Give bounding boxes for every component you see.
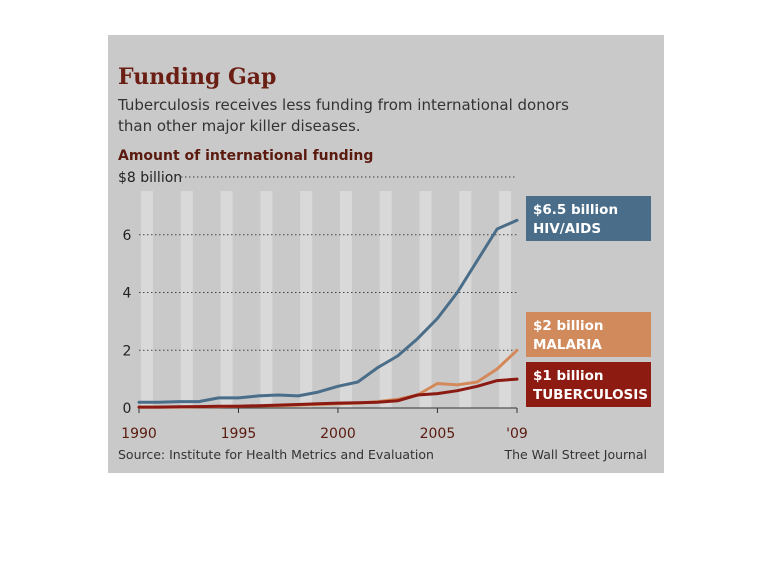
y-tick-label: 0	[123, 401, 132, 417]
year-stripe	[499, 191, 512, 408]
series-line-tuberculosis	[137, 377, 519, 409]
end-label-box-malaria	[526, 312, 651, 357]
end-label-box-tuberculosis	[526, 362, 651, 407]
x-tick-label: 1990	[121, 426, 157, 442]
x-tick-labels: 1990 1995 2000 2005 '09	[121, 408, 528, 442]
x-tick-label: 2000	[320, 426, 356, 442]
y-tick-label: 2	[123, 343, 132, 359]
chart-subtitle-line-2: than other major killer diseases.	[118, 117, 361, 135]
year-stripe	[459, 191, 472, 408]
end-label-value-hiv-aids: $6.5 billion	[533, 202, 618, 218]
chart-title: Funding Gap	[118, 64, 276, 90]
chart-subtitle-line-1: Tuberculosis receives less funding from …	[117, 96, 569, 114]
x-tick-label: '09	[506, 426, 528, 442]
year-stripe	[220, 191, 233, 408]
series-end-labels: $6.5 billion HIV/AIDS $2 billion MALARIA $1 …	[526, 196, 651, 407]
year-stripe	[180, 191, 193, 408]
end-label-value-tuberculosis: $1 billion	[533, 368, 604, 384]
source-note: Source: Institute for Health Metrics and…	[118, 447, 434, 462]
end-label-name-malaria: MALARIA	[533, 337, 602, 353]
year-stripe	[141, 191, 153, 408]
series-line-hiv-aids	[137, 218, 519, 404]
series-lines	[137, 218, 519, 409]
end-label-name-hiv-aids: HIV/AIDS	[533, 221, 601, 237]
year-stripe	[339, 191, 352, 408]
end-label-name-tuberculosis: TUBERCULOSIS	[533, 387, 648, 403]
y-tick-labels: 0 2 4 6	[123, 228, 132, 417]
y-tick-label: 6	[123, 228, 132, 244]
x-tick-label: 2005	[420, 426, 456, 442]
y-tick-top: $8 billion	[118, 170, 182, 186]
publisher-credit: The Wall Street Journal	[503, 447, 647, 462]
year-stripe	[300, 191, 313, 408]
x-tick-label: 1995	[221, 426, 257, 442]
year-stripe	[419, 191, 432, 408]
year-stripe	[379, 191, 392, 408]
end-label-box-hiv-aids	[526, 196, 651, 241]
y-tick-label: 4	[123, 286, 132, 302]
end-label-value-malaria: $2 billion	[533, 318, 604, 334]
year-stripe	[260, 191, 273, 408]
year-stripes	[141, 191, 512, 408]
y-axis-label: Amount of international funding	[118, 148, 373, 164]
